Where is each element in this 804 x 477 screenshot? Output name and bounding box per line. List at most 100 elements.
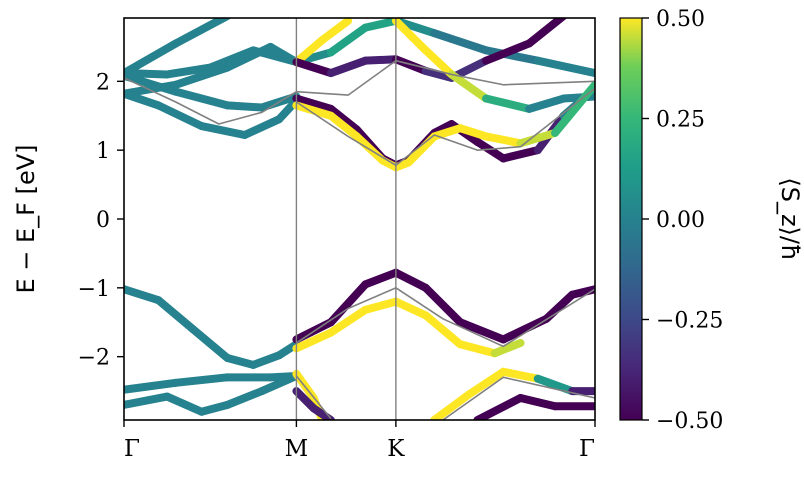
colorbar-tick-label-2: 0.00 xyxy=(656,208,705,233)
band-segment-6-4 xyxy=(421,67,456,82)
band-segment-7-1 xyxy=(421,46,456,79)
band-segment-18-1 xyxy=(516,393,560,411)
band-segment-14-2 xyxy=(197,400,232,416)
band-segment-11-3 xyxy=(391,268,430,292)
band-segment-12-5 xyxy=(456,340,499,358)
band-segment-11-7 xyxy=(542,290,577,323)
band-segment-2-2 xyxy=(223,42,275,72)
x-tick-label-2: K xyxy=(387,436,405,462)
band-segment-0-2 xyxy=(206,46,258,72)
band-segment-11-4 xyxy=(421,283,465,327)
band-segment-17-2 xyxy=(499,367,542,383)
band-segment-12-2 xyxy=(361,297,400,314)
band-segment-4-2 xyxy=(223,101,266,112)
colorbar-label: ⟨S_z⟩/ħ xyxy=(776,177,804,260)
band-segment-17-0 xyxy=(430,390,473,420)
band-segment-2-1 xyxy=(171,63,232,89)
band-segment-11-2 xyxy=(361,268,400,289)
band-segment-8-0 xyxy=(292,94,335,113)
band-segment-16-1 xyxy=(309,404,335,420)
band-segment-5-1 xyxy=(318,18,353,45)
band-segment-2-3 xyxy=(266,42,301,67)
band-segment-10-2 xyxy=(188,325,232,363)
band-segment-13-1 xyxy=(171,373,232,387)
band-segment-10-1 xyxy=(154,296,197,334)
band-segment-12-0 xyxy=(292,328,335,353)
band-line-gray-22 xyxy=(295,375,332,420)
band-segment-11-5 xyxy=(456,318,508,344)
band-segment-12-3 xyxy=(391,297,430,320)
band-segment-1-1 xyxy=(171,18,231,48)
band-segment-0-9 xyxy=(482,46,542,65)
band-segment-17-3 xyxy=(533,374,577,396)
colorbar-tick-label-3: −0.25 xyxy=(656,309,723,334)
x-tick-label-3: Γ xyxy=(579,436,595,462)
band-segment-3-0 xyxy=(124,89,163,110)
band-segment-7-2 xyxy=(447,70,491,103)
band-line-gray-19 xyxy=(124,59,595,125)
band-segment-14-0 xyxy=(124,392,172,409)
band-segment-3-3 xyxy=(240,115,284,140)
band-segment-3-1 xyxy=(154,101,206,131)
colorbar-ticks: 0.50 0.25 0.00 −0.25 −0.50 xyxy=(642,7,723,434)
colorbar-tick-label-0: 0.50 xyxy=(656,7,705,32)
y-tick-label-2: 0 xyxy=(96,208,110,233)
band-segment-12-6 xyxy=(490,338,525,358)
band-segment-7-3 xyxy=(482,94,534,113)
band-segment-5-0 xyxy=(292,36,327,67)
band-segment-11-6 xyxy=(499,314,551,344)
band-segment-9-0 xyxy=(292,101,335,120)
band-segment-10-0 xyxy=(124,285,163,305)
band-segment-6-6 xyxy=(482,39,534,65)
band-segment-1-0 xyxy=(124,39,180,78)
band-segment-9-1 xyxy=(326,111,361,141)
band-segment-6-7 xyxy=(525,18,568,48)
band-segment-9-5 xyxy=(404,132,439,167)
band-segment-18-0 xyxy=(473,393,525,420)
band-line-gray-20 xyxy=(295,87,595,167)
band-segment-8-1 xyxy=(326,104,361,134)
band-segment-9-7 xyxy=(456,124,491,141)
band-line-gray-21 xyxy=(295,287,595,348)
band-segment-10-3 xyxy=(223,354,258,369)
band-segment-10-4 xyxy=(249,351,284,369)
band-segment-14-4 xyxy=(257,371,301,396)
band-segment-9-8 xyxy=(482,132,525,148)
band-segment-14-3 xyxy=(223,387,266,409)
y-axis: −2 −1 0 1 2 xyxy=(78,70,124,371)
x-tick-label-0: Γ xyxy=(124,436,140,462)
y-tick-label-4: 2 xyxy=(96,70,110,95)
band-segment-6-2 xyxy=(361,55,400,65)
y-tick-label-1: −1 xyxy=(78,277,110,302)
band-segment-6-0 xyxy=(292,58,335,78)
band-segment-0-10 xyxy=(533,56,595,78)
band-segment-0-5 xyxy=(326,23,370,57)
band-segment-8-9 xyxy=(499,146,542,163)
band-lines xyxy=(124,18,595,420)
band-segment-9-6 xyxy=(430,124,465,141)
band-segment-3-2 xyxy=(197,122,249,140)
colorbar-tick-label-1: 0.25 xyxy=(656,108,705,133)
band-segment-13-0 xyxy=(124,378,180,394)
colorbar-tick-label-4: −0.50 xyxy=(656,409,723,434)
y-tick-label-0: −2 xyxy=(78,346,110,371)
band-segment-12-1 xyxy=(326,305,370,337)
x-tick-label-1: M xyxy=(285,436,309,462)
band-segment-14-1 xyxy=(163,392,206,416)
band-segment-12-4 xyxy=(421,311,465,349)
y-axis-label: E − E_F [eV] xyxy=(12,144,40,293)
band-segment-6-1 xyxy=(326,56,370,78)
band-segment-0-6 xyxy=(361,18,400,32)
band-segment-7-4 xyxy=(525,94,568,113)
band-line-gray-23 xyxy=(442,376,595,420)
band-segment-0-8 xyxy=(430,29,491,55)
band-segment-17-1 xyxy=(464,367,508,399)
band-segment-11-8 xyxy=(568,285,595,299)
high-symmetry-lines xyxy=(295,18,397,420)
band-segment-16-0 xyxy=(292,387,318,413)
band-segment-4-1 xyxy=(171,87,232,110)
band-segment-7-0 xyxy=(391,18,430,55)
band-segment-4-0 xyxy=(124,71,180,96)
